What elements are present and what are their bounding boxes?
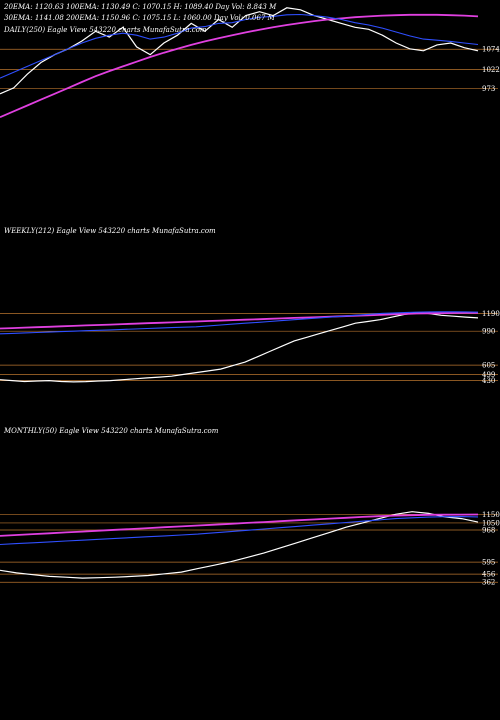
daily-title: DAILY(250) Eagle View 543220 charts Muna… [3,26,207,34]
weekly-y-tick-label-3: 499 [482,371,495,379]
monthly-y-tick-label-0: 1150 [482,511,500,519]
daily-legend-row2: 30EMA: 1141.08 200EMA: 1150.96 C: 1075.1… [4,14,276,22]
weekly-series-ema_magenta [0,311,479,330]
monthly-series-ema_magenta [0,513,479,537]
daily-series-ema_blue [0,13,479,79]
weekly-y-tick-label-2: 605 [482,362,495,370]
daily-series-ema_magenta [0,13,479,119]
daily-y-tick-label-1: 1022 [482,66,500,74]
monthly-y-tick-label-2: 968 [482,527,495,535]
weekly-y-tick-label-0: 1190 [482,310,500,318]
daily-legend-row1: 20EMA: 1120.63 100EMA: 1130.49 C: 1070.1… [3,3,277,11]
weekly-y-tick-label-4: 430 [482,377,495,385]
weekly-y-tick-label-1: 990 [482,328,495,336]
monthly-title: MONTHLY(50) Eagle View 543220 charts Mun… [3,427,219,435]
weekly-series-ema_blue [0,311,479,335]
daily-y-tick-label-2: 973 [482,85,495,93]
monthly-y-tick-label-5: 362 [482,579,495,587]
weekly-title: WEEKLY(212) Eagle View 543220 charts Mun… [4,227,216,235]
monthly-y-tick-label-1: 1050 [482,519,500,527]
weekly-series-price [0,311,479,383]
monthly-series-price [0,511,479,579]
daily-y-tick-label-0: 1074 [482,46,500,54]
monthly-y-tick-label-4: 456 [482,571,496,579]
monthly-y-tick-label-3: 595 [482,559,495,567]
monthly-series-ema_blue [0,516,479,546]
panel-daily: 1074 1022 973 [0,7,500,119]
